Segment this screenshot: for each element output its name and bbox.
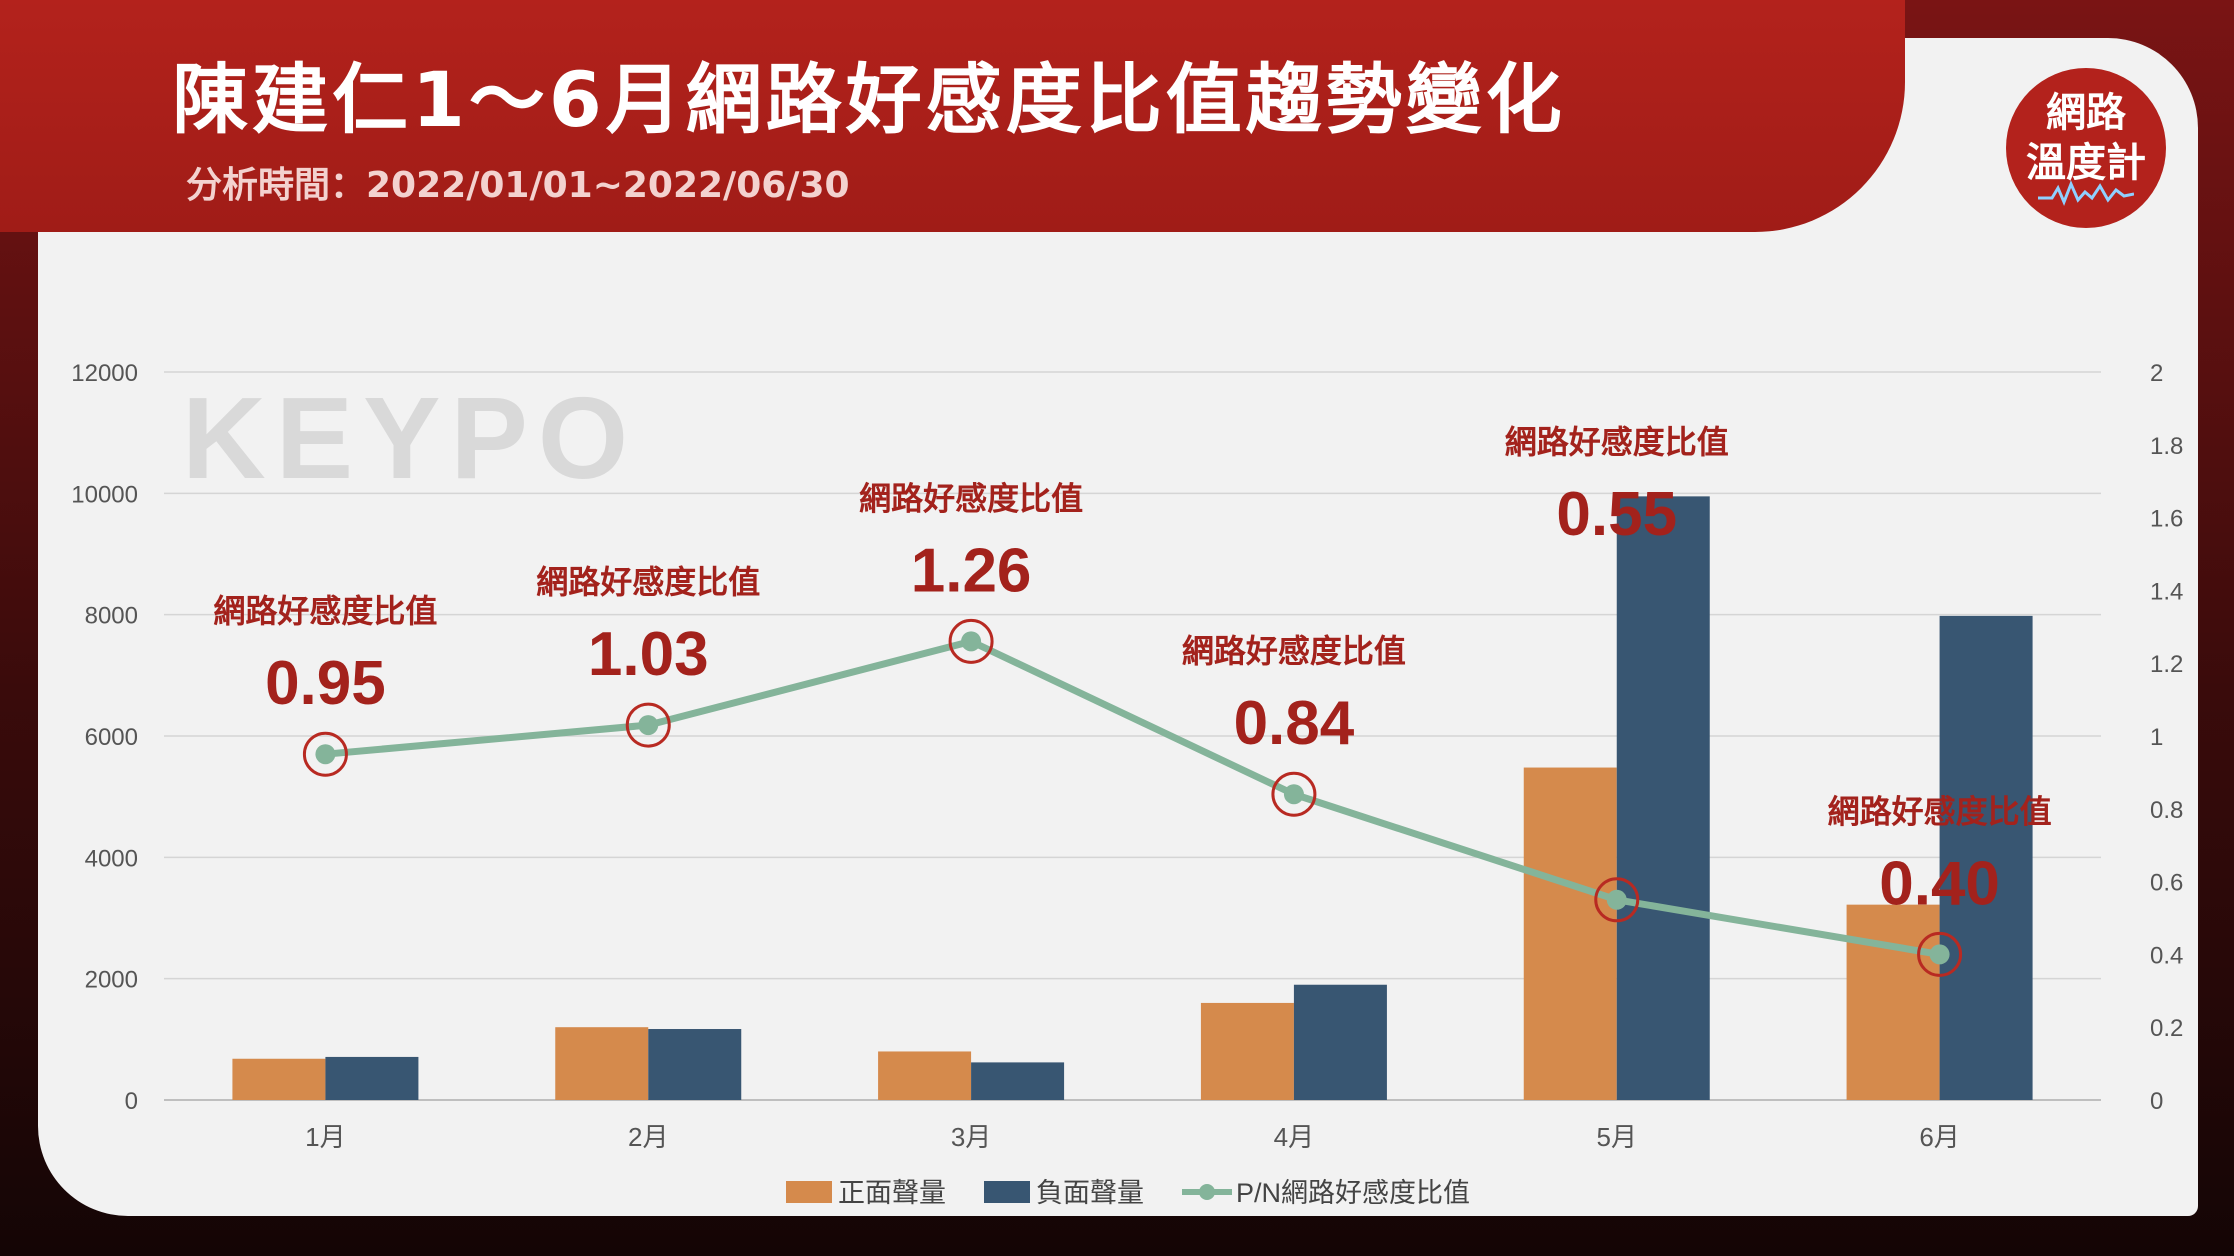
y-left-tick-label: 6000 bbox=[85, 724, 138, 751]
y-left-tick-label: 4000 bbox=[85, 845, 138, 872]
y-left-tick-label: 0 bbox=[125, 1088, 138, 1115]
ratio-point-ring bbox=[302, 731, 348, 777]
bar-positive bbox=[1200, 1002, 1294, 1100]
ratio-value-label: 0.40 bbox=[1879, 849, 2000, 918]
bar-positive bbox=[1846, 904, 1940, 1100]
ratio-point-ring bbox=[948, 618, 994, 664]
ratio-point-ring bbox=[625, 702, 671, 748]
y-left-tick-label: 2000 bbox=[85, 967, 138, 994]
bar-negative bbox=[1939, 615, 2033, 1100]
bar-positive bbox=[232, 1058, 326, 1100]
bar-negative bbox=[971, 1062, 1065, 1100]
bar-negative bbox=[1293, 984, 1387, 1100]
ratio-caption-label: 網路好感度比值 bbox=[1505, 424, 1729, 460]
y-right-tick-label: 1.6 bbox=[2150, 506, 2183, 533]
y-right-tick-label: 1.4 bbox=[2150, 578, 2183, 605]
analysis-period: 分析時間：2022/01/01~2022/06/30 bbox=[186, 165, 850, 206]
x-tick-label: 3月 bbox=[951, 1122, 991, 1152]
ratio-point-ring bbox=[1594, 877, 1640, 923]
ratio-caption-label: 網路好感度比值 bbox=[1182, 633, 1406, 669]
ratio-point bbox=[1283, 784, 1304, 805]
pulse-icon bbox=[2038, 180, 2134, 206]
ratio-caption-label: 網路好感度比值 bbox=[213, 593, 437, 629]
legend-label-ratio: P/N網路好感度比值 bbox=[1236, 1178, 1470, 1208]
ratio-value-label: 1.03 bbox=[588, 620, 709, 689]
ratio-point bbox=[638, 715, 659, 736]
ratio-point bbox=[1929, 944, 1950, 965]
ratio-point bbox=[1606, 889, 1627, 910]
ratio-caption-label: 網路好感度比值 bbox=[859, 480, 1083, 516]
y-right-tick-label: 0.6 bbox=[2150, 870, 2183, 897]
x-tick-label: 6月 bbox=[1919, 1122, 1959, 1152]
bar-negative bbox=[648, 1029, 742, 1100]
y-right-tick-label: 1 bbox=[2150, 724, 2163, 751]
ratio-caption-label: 網路好感度比值 bbox=[1828, 793, 2052, 829]
x-tick-label: 2月 bbox=[628, 1122, 668, 1152]
page-title: 陳建仁1～6月網路好感度比值趨勢變化 bbox=[172, 55, 1566, 144]
ratio-point-ring bbox=[1917, 931, 1963, 977]
y-left-tick-label: 12000 bbox=[71, 360, 138, 387]
y-right-tick-label: 0.2 bbox=[2150, 1015, 2183, 1042]
x-tick-label: 5月 bbox=[1597, 1122, 1637, 1152]
y-right-tick-label: 0.4 bbox=[2150, 942, 2183, 969]
bar-positive bbox=[1523, 767, 1617, 1100]
y-right-tick-label: 1.8 bbox=[2150, 433, 2183, 460]
y-left-tick-label: 8000 bbox=[85, 603, 138, 630]
ratio-caption-label: 網路好感度比值 bbox=[536, 564, 760, 600]
y-right-tick-label: 1.2 bbox=[2150, 651, 2183, 678]
x-tick-label: 1月 bbox=[305, 1122, 345, 1152]
x-tick-label: 4月 bbox=[1274, 1122, 1314, 1152]
ratio-value-label: 0.84 bbox=[1234, 689, 1355, 758]
badge-line2: 溫度計 bbox=[2026, 140, 2146, 186]
y-left-tick-label: 10000 bbox=[71, 481, 138, 508]
legend-label-negative: 負面聲量 bbox=[1036, 1178, 1144, 1208]
y-right-tick-label: 0 bbox=[2150, 1088, 2163, 1115]
ratio-point bbox=[961, 631, 982, 652]
ratio-value-label: 1.26 bbox=[911, 536, 1032, 605]
header-banner: 陳建仁1～6月網路好感度比值趨勢變化 分析時間：2022/01/01~2022/… bbox=[0, 0, 1905, 232]
keypo-watermark: KEYPO bbox=[182, 373, 638, 503]
ratio-value-label: 0.95 bbox=[265, 649, 386, 718]
chart-panel bbox=[38, 38, 2198, 1216]
ratio-value-label: 0.55 bbox=[1556, 480, 1677, 549]
legend-marker-ratio bbox=[1199, 1184, 1215, 1200]
legend-swatch-negative bbox=[984, 1181, 1030, 1203]
bar-negative bbox=[1616, 496, 1710, 1100]
y-right-tick-label: 0.8 bbox=[2150, 797, 2183, 824]
brand-badge: 網路 溫度計 bbox=[2006, 68, 2166, 228]
bar-positive bbox=[878, 1051, 972, 1100]
legend-swatch-positive bbox=[786, 1181, 832, 1203]
y-right-tick-label: 2 bbox=[2150, 360, 2163, 387]
legend-label-positive: 正面聲量 bbox=[838, 1178, 946, 1208]
bar-positive bbox=[555, 1027, 649, 1100]
ratio-point bbox=[315, 744, 336, 765]
ratio-line bbox=[325, 637, 1941, 958]
badge-line1: 網路 bbox=[2046, 90, 2126, 136]
bar-negative bbox=[325, 1056, 419, 1100]
ratio-point-ring bbox=[1271, 771, 1317, 817]
